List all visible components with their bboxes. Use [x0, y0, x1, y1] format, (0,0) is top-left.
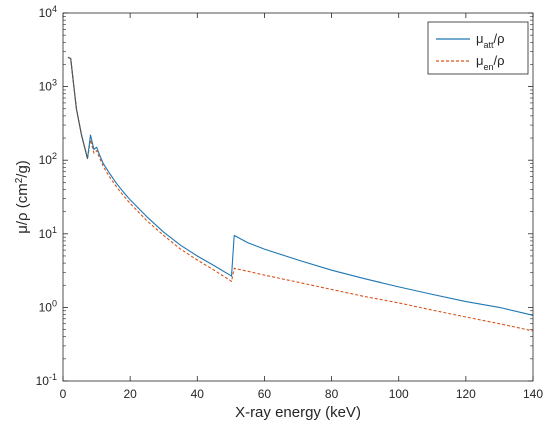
y-axis-label-superscript: 2 [14, 177, 25, 183]
legend-box [427, 21, 529, 75]
series-line-att [67, 56, 534, 316]
x-tick-label: 20 [123, 387, 137, 401]
x-tick-label: 40 [191, 387, 205, 401]
y-tick-exponent: 4 [52, 4, 57, 14]
x-tick-label: 140 [523, 387, 543, 401]
y-tick-exponent: 1 [52, 225, 57, 235]
series-layer [67, 56, 534, 332]
y-axis-label-part2: /g) [14, 160, 31, 178]
legend-att-subscript: att [484, 40, 495, 50]
y-axis-label-part1: μ/ρ (cm [14, 183, 31, 234]
y-tick-base: 10 [39, 153, 53, 167]
y-tick-exponent: -1 [49, 372, 57, 382]
legend-en-subscript: en [484, 62, 494, 72]
x-ticks: 0 20 40 60 80 100 120 140 [60, 13, 543, 401]
legend-en-suffix: /ρ [494, 53, 505, 68]
legend-att-suffix: /ρ [494, 31, 505, 46]
x-tick-label: 0 [60, 387, 67, 401]
legend-label-att: μatt/ρ [476, 31, 505, 50]
x-tick-label: 60 [258, 387, 272, 401]
y-tick-label: 104 [39, 4, 57, 20]
y-tick-base: 10 [39, 80, 53, 94]
y-tick-base: 10 [39, 300, 53, 314]
y-tick-exponent: 0 [52, 298, 57, 308]
legend-att-base: μ [476, 31, 484, 46]
series-line-en [67, 56, 534, 332]
y-axis-label: μ/ρ (cm2/g) [14, 160, 32, 234]
x-tick-label: 120 [456, 387, 476, 401]
y-tick-label: 103 [39, 78, 57, 94]
legend: μatt/ρ μen/ρ [427, 21, 529, 75]
x-tick-label: 100 [389, 387, 409, 401]
y-tick-label: 102 [39, 151, 57, 167]
plot-frame [62, 12, 534, 382]
y-tick-exponent: 3 [52, 78, 57, 88]
y-tick-base: 10 [36, 374, 50, 388]
x-axis-label: X-ray energy (keV) [235, 404, 361, 421]
y-tick-base: 10 [39, 227, 53, 241]
x-tick-label: 80 [325, 387, 339, 401]
legend-label-en: μen/ρ [476, 53, 505, 72]
y-tick-label: 101 [39, 225, 57, 241]
y-tick-exponent: 2 [52, 151, 57, 161]
y-tick-base: 10 [39, 6, 53, 20]
y-tick-label: 100 [39, 298, 57, 314]
y-tick-label: 10-1 [36, 372, 57, 388]
series-line-overlap [67, 56, 89, 159]
legend-en-base: μ [476, 53, 484, 68]
